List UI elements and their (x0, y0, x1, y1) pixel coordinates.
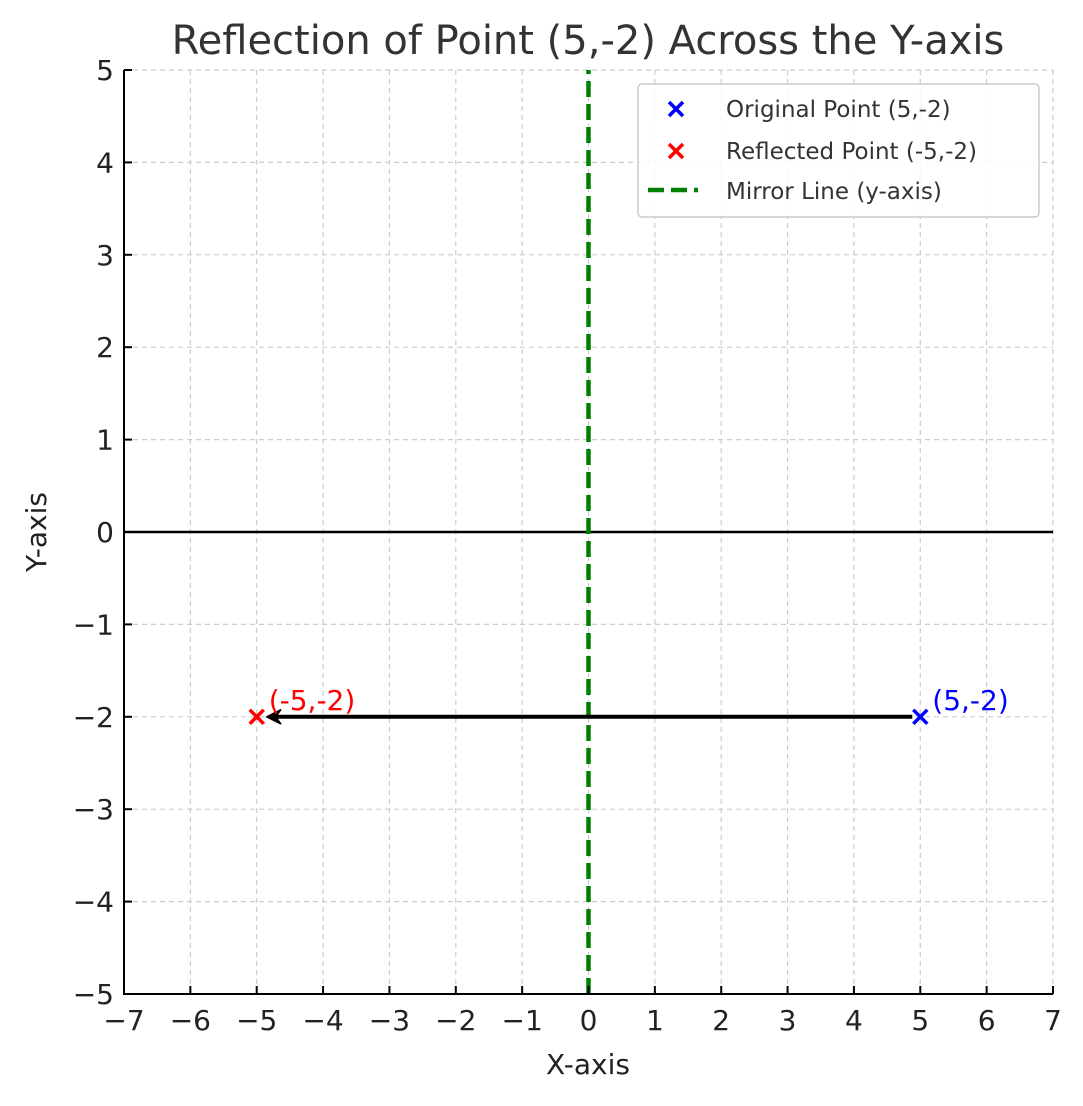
y-tick-label: −5 (73, 978, 114, 1011)
y-tick-label: 4 (96, 146, 114, 179)
reflected-point-marker (248, 708, 265, 726)
legend-marker-original (667, 100, 685, 118)
y-tick-label: 5 (96, 54, 114, 87)
x-tick-label: 6 (978, 1004, 996, 1037)
reflected-point-label: (-5,-2) (269, 684, 356, 717)
ticks: −7 −6 −5 −4 −3 −2 −1 0 1 2 3 4 5 6 7 −5 −4 −3 −2 −1 0 1 2 3 4 5 (73, 54, 1062, 1037)
x-tick-label: 4 (845, 1004, 863, 1037)
x-tick-label: −3 (369, 1004, 410, 1037)
original-point-label: (5,-2) (932, 684, 1008, 717)
chart-title: Reflection of Point (5,-2) Across the Y-… (172, 18, 1005, 64)
x-axis-label: X-axis (546, 1048, 630, 1081)
x-tick-label: 3 (779, 1004, 797, 1037)
x-tick-label: 1 (646, 1004, 664, 1037)
legend-box (637, 83, 1040, 218)
x-tick-label: −1 (502, 1004, 543, 1037)
y-tick-label: −4 (73, 886, 114, 919)
marks: (5,-2) (-5,-2) (248, 684, 1009, 726)
legend-label-mirror-line: Mirror Line (y-axis) (726, 179, 942, 205)
x-tick-label: −7 (103, 1004, 144, 1037)
y-tick-label: −3 (73, 793, 114, 826)
x-tick-label: 2 (712, 1004, 730, 1037)
x-tick-label: −5 (236, 1004, 277, 1037)
legend-label-original: Original Point (5,-2) (726, 97, 951, 123)
y-tick-label: 1 (96, 424, 114, 457)
x-tick-label: −6 (170, 1004, 211, 1037)
legend-marker-reflected (667, 142, 685, 160)
y-tick-label: −1 (73, 608, 114, 641)
reflection-arrow-head (265, 709, 282, 725)
y-tick-label: −2 (73, 701, 114, 734)
marker-stroke (912, 708, 929, 726)
y-tick-label: 2 (96, 331, 114, 364)
y-axis-label: Y-axis (20, 492, 53, 573)
lines (124, 70, 1053, 994)
legend: Original Point (5,-2) Reflected Point (-… (637, 83, 1040, 218)
y-tick-label: 3 (96, 239, 114, 272)
x-tick-label: 7 (1044, 1004, 1062, 1037)
marker-stroke (248, 708, 265, 726)
original-point-marker (912, 708, 929, 726)
legend-label-reflected: Reflected Point (-5,-2) (726, 139, 977, 165)
x-tick-label: 0 (580, 1004, 598, 1037)
x-tick-label: −2 (435, 1004, 476, 1037)
x-tick-label: −4 (302, 1004, 343, 1037)
y-tick-label: 0 (96, 516, 114, 549)
x-tick-label: 5 (911, 1004, 929, 1037)
